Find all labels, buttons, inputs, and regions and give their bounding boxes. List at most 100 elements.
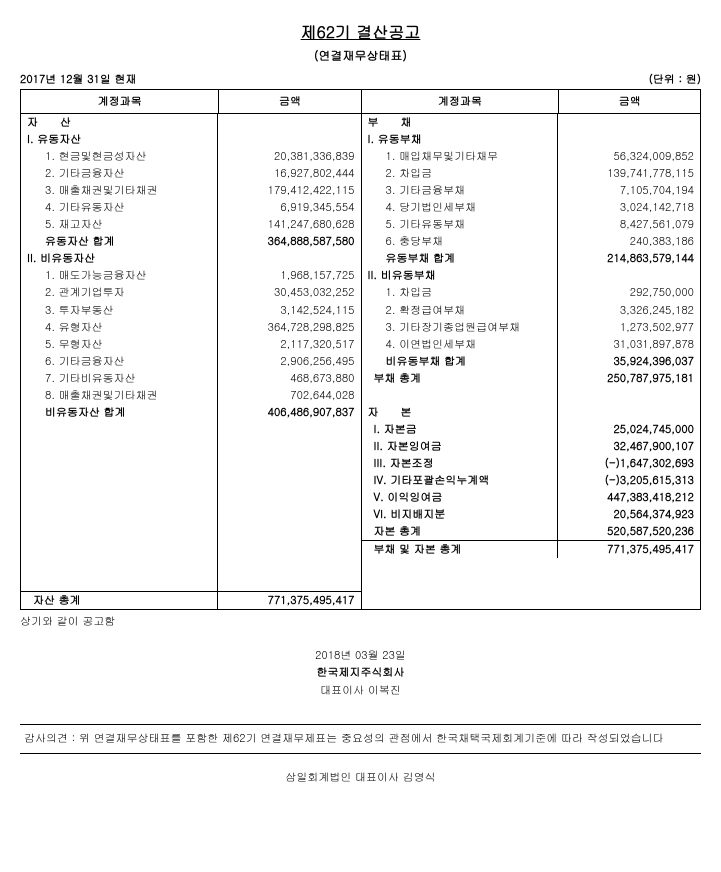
table-row: 3. 매출채권및기타채권179,412,422,115 xyxy=(21,182,361,199)
row-label: 3. 매출채권및기타채권 xyxy=(27,182,158,199)
row-label: 5. 재고자산 xyxy=(27,216,103,233)
table-row: VI. 비지배지분20,564,374,923 xyxy=(362,506,701,523)
row-label: 유동자산 합계 xyxy=(27,233,115,250)
row-amount: 520,587,520,236 xyxy=(558,523,700,540)
table-row: 5. 기타유동부채8,427,561,079 xyxy=(362,216,701,233)
row-amount: 139,741,778,115 xyxy=(558,165,700,182)
page-subtitle: (연결재무상태표) xyxy=(20,47,701,64)
row-label: 4. 당기법인세부채 xyxy=(368,199,477,216)
row-label: V. 이익잉여금 xyxy=(368,489,443,506)
row-label: 7. 기타비유동자산 xyxy=(27,370,136,387)
row-amount: 35,924,396,037 xyxy=(558,353,700,370)
row-amount: 3,326,245,182 xyxy=(558,302,700,319)
assets-section: 자 산 xyxy=(21,114,218,131)
row-amount: 1,968,157,725 xyxy=(218,267,361,284)
row-amount: 2,906,256,495 xyxy=(218,353,361,370)
table-row: 3. 기타금융부채7,105,704,194 xyxy=(362,182,701,199)
table-row: 7. 기타비유동자산 468,673,880 xyxy=(21,370,361,387)
row-amount: 1,273,502,977 xyxy=(558,319,700,336)
row-amount: 56,324,009,852 xyxy=(558,148,700,165)
row-amount: 771,375,495,417 xyxy=(558,540,700,558)
subtotal-row: 비유동자산 합계 406,486,907,837 xyxy=(21,404,361,421)
row-amount: 141,247,680,628 xyxy=(218,216,361,233)
row-label: 1. 매도가능금융자산 xyxy=(27,267,147,284)
footer-company: 한국제지주식회사 xyxy=(20,664,701,682)
col-head-amount-left: 금액 xyxy=(219,90,360,113)
row-label: 5. 무형자산 xyxy=(27,336,103,353)
row-label: 2. 확정급여부채 xyxy=(368,302,466,319)
footer-date: 2018년 03월 23일 xyxy=(20,647,701,665)
table-row: 1. 매입채무및기타채무56,324,009,852 xyxy=(362,148,701,165)
current-assets-title: I. 유동자산 xyxy=(21,131,218,148)
col-head-account-left: 계정과목 xyxy=(21,90,219,113)
table-row: 4. 유형자산 364,728,298,825 xyxy=(21,319,361,336)
table-row: III. 자본조정(-)1,647,302,693 xyxy=(362,455,701,472)
row-label: 부채 총계 xyxy=(368,370,422,387)
liabilities-equity-column: 계정과목 금액 부 채 I. 유동부채 1. 매입채무및기타채무56,324,0… xyxy=(361,90,701,609)
row-label: 1. 현금및현금성자산 xyxy=(27,148,147,165)
row-amount: 6,919,345,554 xyxy=(218,199,361,216)
row-label: 3. 기타금융부채 xyxy=(368,182,466,199)
row-amount: 30,453,032,252 xyxy=(218,284,361,301)
page-title: 제62기 결산공고 xyxy=(20,20,701,43)
row-label: 부채 및 자본 총계 xyxy=(368,541,462,558)
row-amount: 250,787,975,181 xyxy=(558,370,700,387)
liab-equity-total: 부채 및 자본 총계 771,375,495,417 xyxy=(362,540,701,558)
row-amount: 771,375,495,417 xyxy=(218,591,361,609)
row-label: 2. 기타금융자산 xyxy=(27,165,125,182)
row-amount: 292,750,000 xyxy=(558,284,700,301)
row-label: 5. 기타유동부채 xyxy=(368,216,466,233)
row-amount: 447,383,418,212 xyxy=(558,489,700,506)
liabilities-section: 부 채 xyxy=(362,114,558,131)
row-amount: 20,381,336,839 xyxy=(218,148,361,165)
noncurrent-assets-title: II. 비유동자산 xyxy=(21,250,218,267)
row-amount: 3,024,142,718 xyxy=(558,199,700,216)
subtotal-row: 비유동부채 합계 35,924,396,037 xyxy=(362,353,701,370)
row-amount: 2,117,320,517 xyxy=(218,336,361,353)
table-row: 5. 재고자산 141,247,680,628 xyxy=(21,216,361,233)
row-label: VI. 비지배지분 xyxy=(368,506,446,523)
liabilities-total: 부채 총계 250,787,975,181 xyxy=(362,370,701,387)
row-label: 비유동부채 합계 xyxy=(368,353,467,370)
row-label: 6. 충당부채 xyxy=(368,233,444,250)
table-row: 5. 무형자산 2,117,320,517 xyxy=(21,336,361,353)
as-of-date: 2017년 12월 31일 현재 xyxy=(20,72,137,87)
current-liab-title: I. 유동부채 xyxy=(362,131,558,148)
row-label: 자산 총계 xyxy=(27,592,81,609)
row-label: 3. 기타장기종업원급여부채 xyxy=(368,319,521,336)
table-row: 4. 당기법인세부채 3,024,142,718 xyxy=(362,199,701,216)
row-label: IV. 기타포괄손익누계액 xyxy=(368,472,490,489)
table-row: V. 이익잉여금 447,383,418,212 xyxy=(362,489,701,506)
table-row: II. 자본잉여금32,467,900,107 xyxy=(362,438,701,455)
assets-total: 자산 총계 771,375,495,417 xyxy=(21,591,361,609)
equity-section: 자 본 xyxy=(362,404,558,421)
row-amount: 406,486,907,837 xyxy=(218,404,361,421)
row-label: 유동부채 합계 xyxy=(368,250,456,267)
row-label: I. 자본금 xyxy=(368,421,417,438)
table-row: 6. 기타금융자산 2,906,256,495 xyxy=(21,353,361,370)
row-amount: 16,927,802,444 xyxy=(218,165,361,182)
row-amount: 468,673,880 xyxy=(218,370,361,387)
row-label: 3. 투자부동산 xyxy=(27,302,114,319)
footer: 2018년 03월 23일 한국제지주식회사 대표이사 이복진 xyxy=(20,647,701,700)
row-amount: 364,728,298,825 xyxy=(218,319,361,336)
row-label: 1. 차입금 xyxy=(368,284,433,301)
table-row: 2. 차입금139,741,778,115 xyxy=(362,165,701,182)
table-row: 8. 매출채권및기타채권702,644,028 xyxy=(21,387,361,404)
row-label: 비유동자산 합계 xyxy=(27,404,126,421)
row-amount: (-)3,205,615,313 xyxy=(558,472,700,489)
assets-column: 계정과목 금액 자 산 I. 유동자산 1. 현금및현금성자산 20,381,33… xyxy=(21,90,361,609)
noncurrent-liab-title: II. 비유동부채 xyxy=(362,267,558,284)
row-label: 8. 매출채권및기타채권 xyxy=(27,387,158,404)
table-row: 2. 관계기업투자30,453,032,252 xyxy=(21,284,361,301)
audit-opinion: 감사의견 : 위 연결재무상태표를 포함한 제62기 연결재무제표는 중요성의 … xyxy=(20,724,701,755)
col-head-account-right: 계정과목 xyxy=(362,90,560,113)
row-label: 6. 기타금융자산 xyxy=(27,353,125,370)
row-label: 4. 유형자산 xyxy=(27,319,103,336)
row-amount: (-)1,647,302,693 xyxy=(558,455,700,472)
table-row: 4. 이연법인세부채31,031,897,878 xyxy=(362,336,701,353)
footer-rep: 대표이사 이복진 xyxy=(20,682,701,700)
row-amount: 25,024,745,000 xyxy=(558,421,700,438)
table-row: 2. 기타금융자산 16,927,802,444 xyxy=(21,165,361,182)
table-row: 6. 충당부채240,383,186 xyxy=(362,233,701,250)
